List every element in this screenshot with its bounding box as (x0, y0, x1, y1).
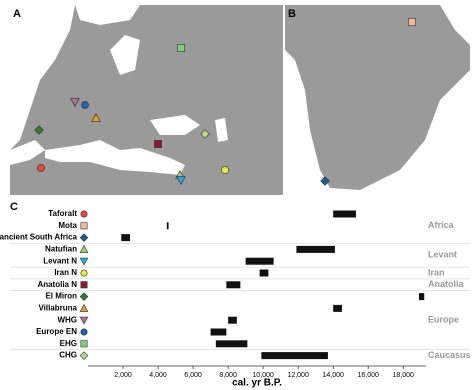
sea (10, 5, 75, 150)
map-marker (320, 176, 330, 186)
sea (10, 140, 45, 165)
row-label: Taforalt (48, 209, 77, 218)
row-label: Europe EN (36, 327, 77, 336)
range-bar (259, 269, 269, 277)
row-marker (80, 210, 88, 218)
map-marker (37, 164, 45, 172)
row-marker (79, 316, 89, 325)
row-label: EHG (60, 339, 77, 348)
x-tick-label: 18,000 (393, 372, 415, 379)
sea (45, 140, 185, 175)
row-marker (80, 340, 88, 348)
map-marker (176, 176, 186, 185)
map-marker (91, 113, 101, 122)
range-bar (215, 340, 248, 348)
map-marker (34, 125, 44, 135)
range-bar (226, 281, 241, 289)
x-tick-label: 6,000 (184, 372, 202, 379)
panel-label: A (13, 8, 21, 20)
map-marker (200, 129, 210, 139)
row-marker (79, 303, 89, 312)
range-bar (333, 210, 356, 218)
x-tick-label: 8,000 (219, 372, 237, 379)
row-label: Iran N (54, 268, 77, 277)
group-label: Levant (428, 250, 457, 260)
map-marker (81, 101, 89, 109)
group-label: Anatolia (428, 279, 464, 289)
row-marker (79, 233, 89, 242)
x-tick-label: 10,000 (252, 372, 274, 379)
range-bar (418, 293, 425, 301)
map-marker (408, 18, 416, 26)
range-bar (296, 245, 335, 253)
group-label: Caucasus (428, 350, 471, 360)
map-marker (221, 166, 229, 174)
sea (150, 115, 200, 135)
map-marker (177, 44, 185, 52)
sea (110, 35, 140, 75)
row-label: ancient South Africa (0, 233, 78, 242)
row-label: CHG (59, 351, 77, 360)
row-marker (79, 257, 89, 266)
range-bar (166, 222, 169, 230)
sea (75, 5, 140, 25)
range-bar (121, 234, 131, 242)
row-marker (80, 222, 88, 230)
group-label: Europe (428, 315, 459, 325)
range-bar (228, 316, 237, 324)
x-axis-title: cal. yr B.P. (232, 378, 282, 389)
row-marker (80, 328, 88, 336)
range-bar (261, 352, 328, 360)
x-tick-label: 4,000 (149, 372, 167, 379)
range-bar (333, 304, 342, 312)
group-label: Africa (428, 220, 455, 230)
land (285, 5, 470, 190)
x-tick-label: 12,000 (287, 372, 309, 379)
row-marker (79, 292, 89, 301)
map-marker (154, 140, 162, 148)
row-label: Mota (58, 221, 77, 230)
map-africa: B (285, 5, 470, 195)
panel-label: B (288, 8, 296, 20)
row-label: Villabruna (38, 304, 77, 313)
row-label: Natufian (45, 245, 77, 254)
row-label: Levant N (43, 256, 77, 265)
row-marker (79, 351, 89, 360)
x-tick-label: 14,000 (322, 372, 344, 379)
row-marker (79, 244, 89, 253)
range-bar (210, 328, 227, 336)
row-label: WHG (57, 315, 77, 324)
map-marker (70, 98, 80, 107)
row-label: El Miron (45, 292, 77, 301)
row-marker (80, 269, 88, 277)
sea (215, 118, 228, 142)
range-bar (245, 257, 274, 265)
map-europe: A (10, 5, 283, 195)
panel-label: C (10, 201, 18, 213)
group-label: Iran (428, 267, 445, 277)
x-tick-label: 16,000 (357, 372, 379, 379)
row-marker (80, 281, 88, 289)
row-label: Anatolia N (37, 280, 77, 289)
x-tick-label: 2,000 (114, 372, 132, 379)
